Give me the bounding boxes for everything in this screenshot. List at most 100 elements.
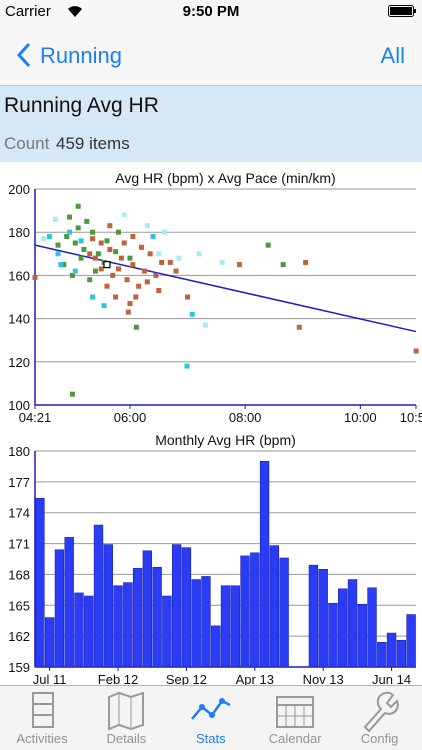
scatter-point	[101, 303, 107, 309]
scatter-point	[67, 214, 73, 220]
bar	[230, 585, 240, 668]
scatter-point	[133, 294, 139, 300]
bar	[259, 460, 270, 668]
bar	[84, 595, 94, 668]
trend-line	[34, 244, 417, 333]
bar	[406, 614, 416, 668]
scatter-point	[69, 391, 75, 397]
bar	[367, 587, 377, 668]
tab[interactable]: Activities	[0, 686, 84, 750]
scatter-point	[176, 255, 182, 261]
scatter-point	[136, 283, 142, 289]
scatter-point	[127, 255, 133, 261]
bar	[220, 585, 231, 668]
y-tick-label: 171	[8, 537, 30, 552]
battery-icon	[388, 5, 416, 17]
carrier: Carrier	[5, 3, 51, 20]
bar	[318, 568, 328, 668]
scatter-point	[124, 277, 130, 283]
x-tick-label: Sep 12	[166, 672, 207, 685]
scatter-point	[55, 251, 61, 257]
tab[interactable]: Details	[84, 686, 168, 750]
bar	[113, 585, 123, 668]
bar	[308, 564, 319, 668]
scatter-point	[61, 262, 67, 268]
bar	[250, 552, 260, 668]
tab-icon	[363, 691, 399, 733]
scatter-point	[98, 240, 104, 246]
x-tick-label: 08:00	[229, 410, 262, 425]
charts: Avg HR (bpm) x Avg Pace (min/km) 100 120 14…	[8, 170, 422, 685]
x-tick-label: Jul 11	[33, 672, 67, 685]
scatter-point	[32, 275, 38, 281]
scatter-point	[90, 294, 96, 300]
x-tick-label: Feb 12	[98, 672, 138, 685]
x-tick-label: Apr 13	[236, 672, 274, 685]
back-chevron[interactable]	[16, 42, 32, 68]
bar	[123, 582, 133, 668]
scatter-point	[121, 240, 127, 246]
scatter-point	[159, 259, 165, 265]
bar	[377, 642, 387, 668]
scatter-point	[162, 229, 168, 235]
scatter-point	[52, 216, 58, 222]
y-tick-label: 140	[8, 312, 30, 327]
x-tick-label: Nov 13	[303, 672, 344, 685]
scatter-point	[75, 225, 81, 231]
scatter-point	[236, 262, 242, 268]
x-tick-label: 06:00	[114, 410, 147, 425]
summary-header: Running Avg HR Count 459 items	[0, 86, 422, 162]
bar	[64, 537, 74, 668]
scatter-point	[110, 272, 116, 278]
scatter-point	[115, 229, 121, 235]
scatter-point	[95, 251, 101, 257]
scatter-point	[92, 255, 98, 261]
bar	[328, 602, 338, 668]
scatter-point	[113, 294, 119, 300]
scatter-point	[413, 348, 419, 354]
scatter-point	[184, 363, 190, 369]
y-tick-label: 168	[8, 567, 30, 582]
scatter-point	[90, 229, 96, 235]
scatter-point	[81, 246, 87, 252]
y-tick-label: 162	[8, 629, 30, 644]
tab-icon	[190, 698, 231, 720]
tab-bar: Activities Details Stats Calendar Config	[0, 685, 422, 750]
tab-label: Calendar	[268, 731, 322, 746]
y-tick-label: 180	[8, 225, 30, 240]
bar	[103, 544, 113, 668]
scatter-point	[265, 242, 271, 248]
tab[interactable]: Config	[338, 686, 422, 750]
scatter-point	[107, 246, 113, 252]
y-tick-label: 159	[8, 660, 30, 675]
bar	[132, 567, 143, 668]
bar	[152, 566, 162, 668]
tab[interactable]: Stats	[169, 686, 253, 750]
scatter-point	[92, 268, 98, 274]
scatter-point	[144, 279, 150, 285]
tab-label: Stats	[195, 731, 226, 746]
scatter-point	[41, 236, 47, 242]
bar	[35, 498, 45, 668]
y-tick-label: 100	[8, 398, 30, 413]
scatter-point	[130, 234, 136, 240]
x-tick-label: 10:58	[400, 410, 422, 425]
status-bar: Carrier 9:50 PM	[0, 0, 422, 22]
y-tick-label: 200	[8, 182, 30, 197]
bar	[162, 595, 172, 668]
scatter-point	[55, 242, 61, 248]
scatter-point	[125, 309, 131, 315]
back-button[interactable]: Running	[40, 43, 122, 68]
wifi-icon	[68, 6, 82, 17]
scatter-point	[87, 251, 93, 257]
tab[interactable]: Calendar	[253, 686, 337, 750]
all-button[interactable]: All	[380, 43, 405, 68]
scatter-point	[58, 262, 64, 268]
x-tick-label: Jun 14	[372, 672, 411, 685]
scatter-point	[130, 262, 136, 268]
chart-title: Monthly Avg HR (bpm)	[155, 432, 296, 448]
y-tick-label: 120	[8, 355, 30, 370]
scatter-point	[104, 238, 110, 244]
scatter-point	[202, 322, 208, 328]
scatter-point	[127, 300, 133, 306]
